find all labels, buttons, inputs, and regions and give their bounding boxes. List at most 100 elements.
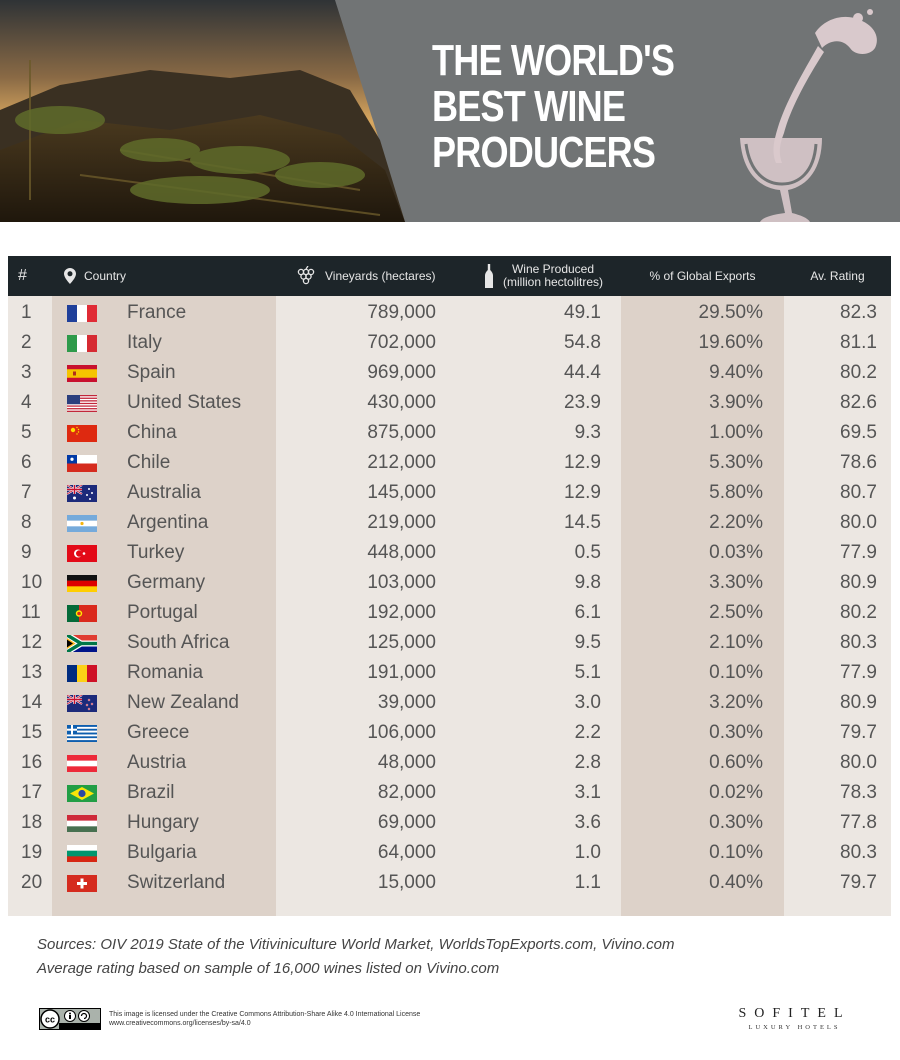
wine-produced-cell: 0.5 <box>574 542 601 563</box>
table-row: 18 Hungary 69,000 3.6 0.30% 77.8 <box>8 808 891 838</box>
rating-cell: 80.9 <box>840 572 877 593</box>
wine-produced-cell: 1.0 <box>574 842 601 863</box>
rating-cell: 80.2 <box>840 362 877 383</box>
rating-cell: 80.0 <box>840 512 877 533</box>
vineyards-cell: 875,000 <box>367 422 436 443</box>
exports-cell: 2.50% <box>709 602 763 623</box>
vineyards-cell: 15,000 <box>377 872 436 893</box>
title-line-1: THE WORLD'S <box>432 36 675 85</box>
table-row: 19 Bulgaria 64,000 1.0 0.10% 80.3 <box>8 838 891 868</box>
country-cell: Greece <box>127 722 190 743</box>
rating-cell: 80.3 <box>840 842 877 863</box>
south-africa-flag-icon <box>67 635 97 652</box>
header-banner: THE WORLD'S BEST WINE PRODUCERS <box>0 0 900 222</box>
chile-flag-icon <box>67 455 97 472</box>
rank-cell: 18 <box>21 812 43 833</box>
wine-produced-cell: 9.5 <box>574 632 601 653</box>
header-country: Country <box>64 256 126 296</box>
vineyards-cell: 48,000 <box>377 752 436 773</box>
rating-cell: 80.9 <box>840 692 877 713</box>
producers-table: # Country Vineyards (hectares) <box>8 256 891 916</box>
header-country-label: Country <box>84 269 127 283</box>
table-row: 16 Austria 48,000 2.8 0.60% 80.0 <box>8 748 891 778</box>
table-row: 5 China 875,000 9.3 1.00% 69.5 <box>8 418 891 448</box>
exports-cell: 0.02% <box>709 782 763 803</box>
rating-cell: 69.5 <box>840 422 877 443</box>
rank-cell: 12 <box>21 632 43 653</box>
rank-cell: 7 <box>21 482 32 503</box>
table-row: 14 New Zealand 39,000 3.0 3.20% 80.9 <box>8 688 891 718</box>
exports-cell: 0.30% <box>709 812 763 833</box>
vineyards-cell: 789,000 <box>367 302 436 323</box>
sources-line-1: Sources: OIV 2019 State of the Vitivinic… <box>37 936 675 953</box>
argentina-flag-icon <box>67 515 97 532</box>
wine-produced-cell: 3.1 <box>574 782 601 803</box>
wine-produced-cell: 14.5 <box>564 512 601 533</box>
table-row: 1 France 789,000 49.1 29.50% 82.3 <box>8 298 891 328</box>
rating-cell: 77.9 <box>840 542 877 563</box>
country-cell: Germany <box>127 572 206 593</box>
country-cell: Austria <box>127 752 187 773</box>
title-line-2: BEST WINE <box>432 82 626 131</box>
wine-produced-cell: 9.8 <box>574 572 601 593</box>
wine-produced-cell: 5.1 <box>574 662 601 683</box>
rank-cell: 5 <box>21 422 32 443</box>
country-cell: China <box>127 422 177 443</box>
rank-cell: 2 <box>21 332 32 353</box>
vineyards-cell: 191,000 <box>367 662 436 683</box>
rating-cell: 80.7 <box>840 482 877 503</box>
wine-produced-cell: 2.2 <box>574 722 601 743</box>
wine-produced-cell: 2.8 <box>574 752 601 773</box>
wine-produced-cell: 44.4 <box>564 362 601 383</box>
header-wine-line2: (million hectolitres) <box>503 275 604 289</box>
exports-cell: 0.10% <box>709 842 763 863</box>
brand-subtitle: LUXURY HOTELS <box>748 1024 841 1031</box>
greece-flag-icon <box>67 725 97 742</box>
rank-cell: 11 <box>21 602 41 623</box>
united-states-flag-icon <box>67 395 97 412</box>
country-cell: United States <box>127 392 242 413</box>
table-row: 9 Turkey 448,000 0.5 0.03% 77.9 <box>8 538 891 568</box>
header-wine-produced: Wine Produced (million hectolitres) <box>485 256 603 296</box>
country-cell: Brazil <box>127 782 175 803</box>
exports-cell: 2.10% <box>709 632 763 653</box>
wine-produced-cell: 54.8 <box>564 332 601 353</box>
license-link[interactable]: www.creativecommons.org/licenses/by-sa/4… <box>109 1020 251 1027</box>
vineyards-cell: 64,000 <box>377 842 436 863</box>
table-row: 4 United States 430,000 23.9 3.90% 82.6 <box>8 388 891 418</box>
table-row: 15 Greece 106,000 2.2 0.30% 79.7 <box>8 718 891 748</box>
vineyards-cell: 125,000 <box>367 632 436 653</box>
country-cell: Italy <box>127 332 162 353</box>
turkey-flag-icon <box>67 545 97 562</box>
exports-cell: 0.03% <box>709 542 763 563</box>
page-title: THE WORLD'S BEST WINE PRODUCERS <box>432 38 732 176</box>
wine-glass-illustration <box>740 9 877 222</box>
rank-cell: 4 <box>21 392 32 413</box>
vineyards-cell: 106,000 <box>367 722 436 743</box>
svg-text:cc: cc <box>45 1015 55 1025</box>
country-cell: Portugal <box>127 602 198 623</box>
wine-produced-cell: 23.9 <box>564 392 601 413</box>
exports-cell: 1.00% <box>709 422 763 443</box>
table-row: 11 Portugal 192,000 6.1 2.50% 80.2 <box>8 598 891 628</box>
vineyards-cell: 145,000 <box>367 482 436 503</box>
wine-produced-cell: 12.9 <box>564 452 601 473</box>
exports-cell: 0.10% <box>709 662 763 683</box>
rank-cell: 3 <box>21 362 32 383</box>
hungary-flag-icon <box>67 815 97 832</box>
exports-cell: 9.40% <box>709 362 763 383</box>
header-rating: Av. Rating <box>810 269 865 283</box>
country-cell: Switzerland <box>127 872 226 893</box>
rating-cell: 80.0 <box>840 752 877 773</box>
rank-cell: 13 <box>21 662 43 683</box>
rating-cell: 79.7 <box>840 872 877 893</box>
exports-cell: 19.60% <box>698 332 763 353</box>
table-row: 7 Australia 145,000 12.9 5.80% 80.7 <box>8 478 891 508</box>
header-rank: # <box>18 267 27 284</box>
vineyard-photo <box>0 0 405 222</box>
vineyards-cell: 430,000 <box>367 392 436 413</box>
germany-flag-icon <box>67 575 97 592</box>
rating-cell: 77.9 <box>840 662 877 683</box>
wine-produced-cell: 6.1 <box>574 602 601 623</box>
vineyards-cell: 103,000 <box>367 572 436 593</box>
